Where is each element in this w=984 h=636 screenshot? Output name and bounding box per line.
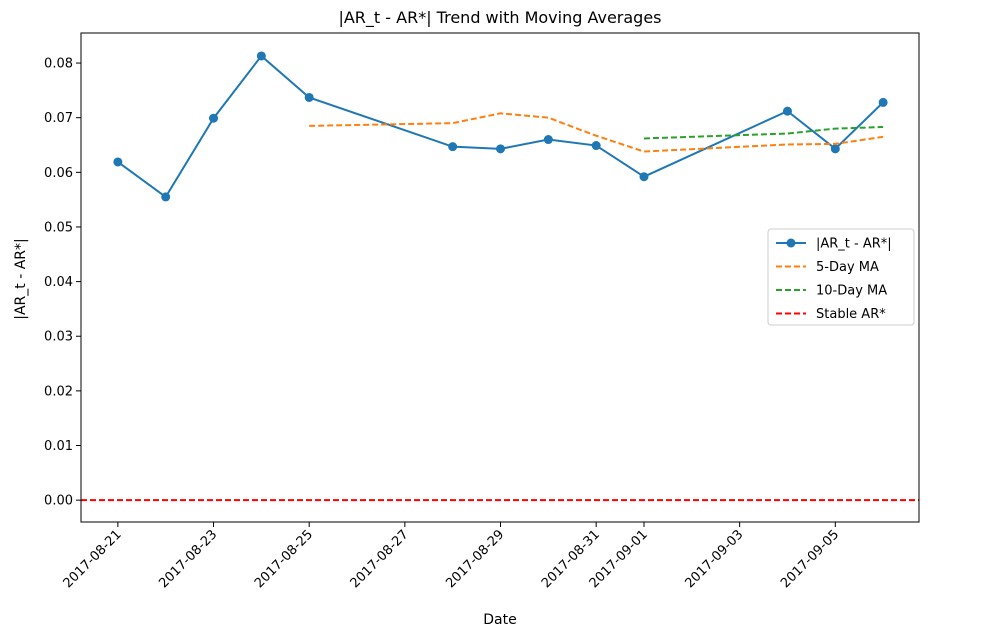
y-tick-label: 0.04 [44, 275, 73, 290]
chart-title: |AR_t - AR*| Trend with Moving Averages [338, 8, 661, 28]
y-tick-label: 0.02 [44, 384, 73, 399]
data-point [304, 92, 314, 102]
data-point [113, 157, 123, 167]
x-axis-label: Date [483, 612, 516, 628]
x-tick-label: 2017-08-25 [252, 527, 316, 591]
legend-label: Stable AR* [816, 307, 886, 322]
x-tick-label: 2017-08-27 [348, 527, 412, 591]
series-line [117, 54, 884, 199]
data-point [256, 51, 266, 61]
x-tick-label: 2017-09-03 [682, 527, 746, 591]
data-point [209, 113, 219, 123]
series-line [643, 125, 884, 140]
x-tick-label: 2017-08-23 [156, 527, 220, 591]
legend-label: 10-Day MA [816, 284, 887, 299]
legend-box [767, 228, 915, 326]
y-axis-label: |AR_t - AR*| [13, 238, 29, 319]
data-point [448, 142, 458, 152]
y-tick-label: 0.00 [44, 494, 73, 509]
data-point [639, 172, 649, 182]
data-point [591, 141, 601, 151]
y-tick-label: 0.06 [44, 166, 73, 181]
x-tick-label: 2017-08-21 [61, 527, 125, 591]
y-tick-label: 0.03 [44, 330, 73, 345]
y-tick-label: 0.05 [44, 220, 73, 235]
data-point [495, 144, 505, 154]
legend-label: 5-Day MA [816, 260, 879, 275]
data-point [878, 97, 888, 107]
series-line [309, 112, 884, 153]
data-point [543, 135, 553, 145]
y-tick-label: 0.08 [44, 57, 73, 72]
legend-label: |AR_t - AR*| [816, 237, 892, 252]
data-point [830, 144, 840, 154]
data-point [161, 192, 171, 202]
x-tick-label: 2017-08-29 [443, 527, 507, 591]
x-tick-label: 2017-09-05 [778, 527, 842, 591]
y-tick-label: 0.07 [44, 111, 73, 126]
legend: |AR_t - AR*| 5-Day MA 10-Day MA Stable AR* [767, 228, 915, 326]
y-tick-label: 0.01 [44, 439, 73, 454]
data-point [782, 106, 792, 116]
legend-marker [786, 238, 796, 248]
